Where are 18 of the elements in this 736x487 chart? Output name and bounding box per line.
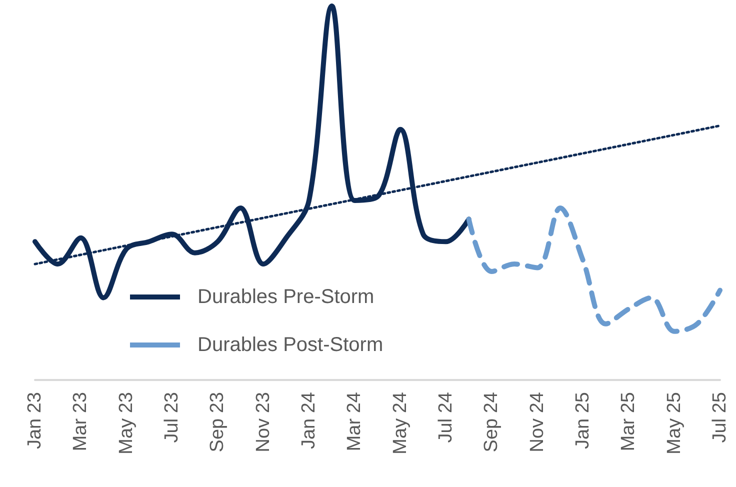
x-tick-label: Jan 23 <box>24 392 46 450</box>
x-tick-label: Mar 23 <box>70 392 92 452</box>
x-tick-label: May 25 <box>664 392 685 454</box>
x-tick-label: Jan 25 <box>572 392 594 450</box>
x-tick-label: Mar 25 <box>618 392 640 452</box>
x-tick-label: Jul 24 <box>436 392 456 443</box>
legend-label: Durables Post-Storm <box>198 334 384 356</box>
x-tick-label: Sep 23 <box>207 392 228 452</box>
x-tick-label: Nov 24 <box>526 392 548 452</box>
x-tick-label: May 24 <box>390 392 411 454</box>
x-tick-label: May 23 <box>116 392 137 454</box>
x-tick-label: Mar 24 <box>344 392 366 452</box>
x-tick-label: Nov 23 <box>252 392 274 452</box>
x-tick-label: Jul 25 <box>710 392 730 443</box>
legend-label: Durables Pre-Storm <box>198 286 374 308</box>
x-tick-label: Jul 23 <box>162 392 182 443</box>
x-tick-label: Sep 24 <box>481 392 502 452</box>
x-tick-label: Jan 24 <box>298 392 320 450</box>
